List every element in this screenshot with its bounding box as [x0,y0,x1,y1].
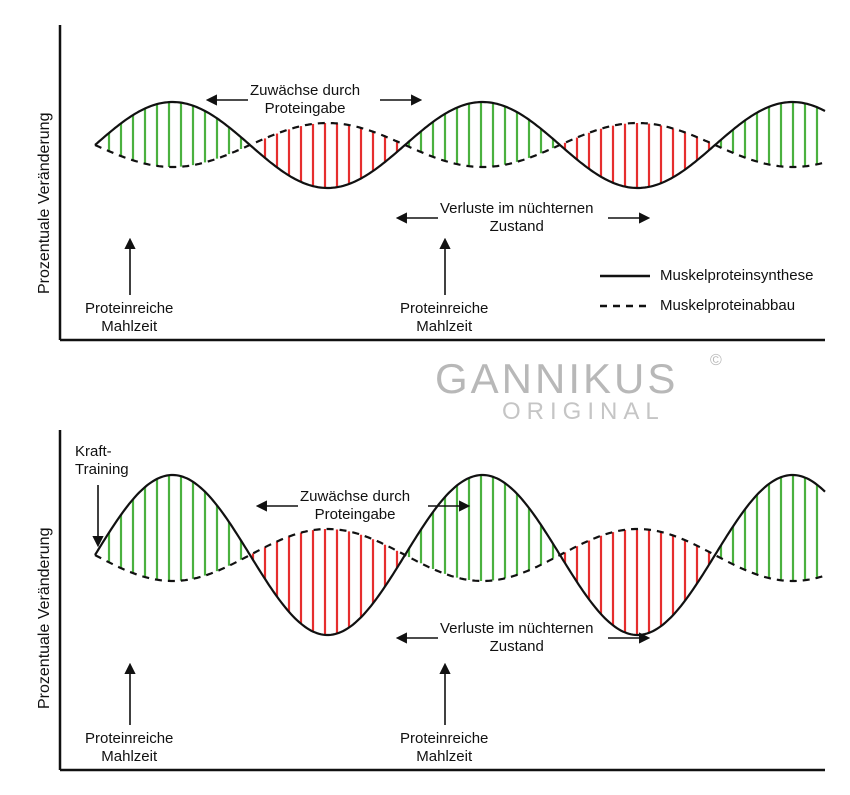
legend-dashed-label: Muskelproteinabbau [660,297,795,314]
chart1-meal1-label: ProteinreicheMahlzeit [85,300,173,336]
watermark-main: GANNIKUS [435,355,678,403]
chart1-losses-label: Verluste im nüchternenZustand [440,200,593,236]
chart1-y-axis-label: Prozentuale Veränderung [36,74,54,294]
chart2-y-axis-label: Prozentuale Veränderung [36,489,54,709]
legend-solid-label: Muskelproteinsynthese [660,267,813,284]
chart2-meal2-label: ProteinreicheMahlzeit [400,730,488,766]
chart1-gains-label: Zuwächse durchProteingabe [250,82,360,118]
watermark-sub: ORIGINAL [502,398,665,426]
chart2-losses-label: Verluste im nüchternenZustand [440,620,593,656]
chart2-training-label: Kraft-Training [75,443,129,479]
chart2-meal1-label: ProteinreicheMahlzeit [85,730,173,766]
diagram-svg [0,0,850,795]
chart2-gains-label: Zuwächse durchProteingabe [300,488,410,524]
watermark-copyright: © [710,352,722,370]
chart1-meal2-label: ProteinreicheMahlzeit [400,300,488,336]
